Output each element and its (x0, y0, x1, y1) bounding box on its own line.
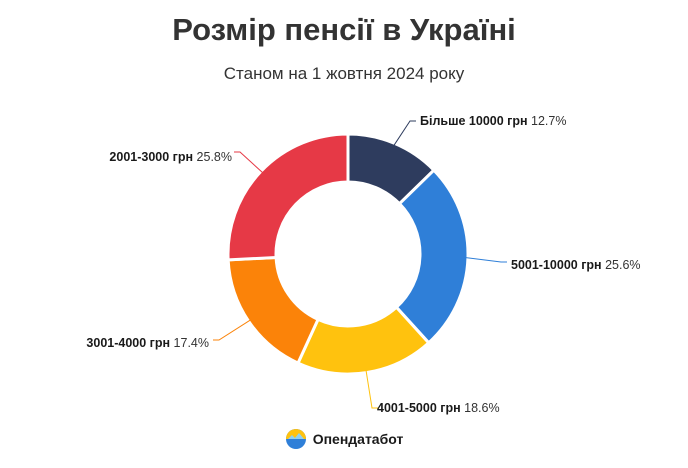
chart-subtitle: Станом на 1 жовтня 2024 року (223, 64, 465, 83)
brand-footer: Опендатабот (0, 428, 688, 450)
slice-label: 4001-5000 грн 18.6% (377, 401, 500, 415)
leader-line (365, 369, 378, 409)
slice-label: 2001-3000 грн 25.8% (109, 150, 232, 164)
leader-line (392, 120, 416, 147)
brand-name: Опендатабот (312, 431, 404, 447)
leader-line (464, 256, 507, 263)
donut-slice (226, 132, 350, 262)
donut-slice (394, 168, 470, 345)
donut-slice (226, 256, 320, 365)
leader-line (213, 319, 252, 341)
slice-label: Більше 10000 грн 12.7% (420, 114, 566, 128)
slice-label: 3001-4000 грн 17.4% (86, 336, 209, 350)
slice-label: 5001-10000 грн 25.6% (511, 258, 641, 272)
opendatabot-logo-icon (285, 429, 306, 449)
chart-title: Розмір пенсії в Україні (172, 12, 516, 47)
leader-line (234, 151, 264, 174)
